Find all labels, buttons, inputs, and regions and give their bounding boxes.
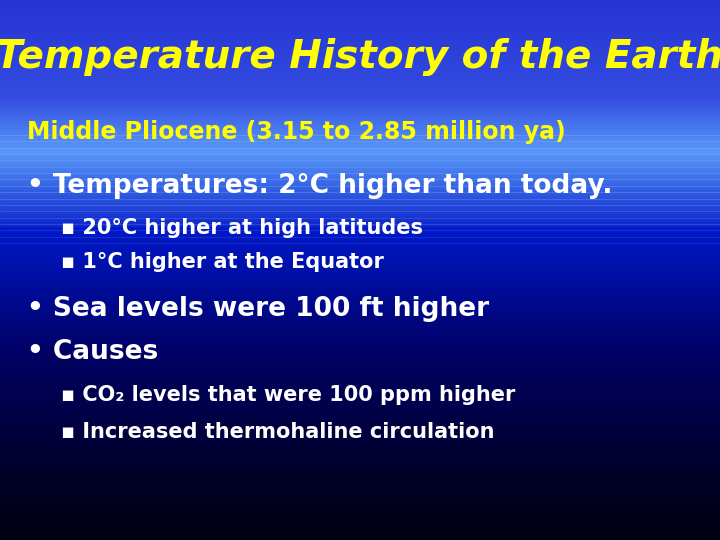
Text: Middle Pliocene (3.15 to 2.85 million ya): Middle Pliocene (3.15 to 2.85 million ya…	[27, 120, 566, 144]
Text: ▪ Increased thermohaline circulation: ▪ Increased thermohaline circulation	[61, 422, 495, 442]
Text: ▪ 1°C higher at the Equator: ▪ 1°C higher at the Equator	[61, 252, 384, 272]
Text: • Sea levels were 100 ft higher: • Sea levels were 100 ft higher	[27, 296, 490, 322]
Text: ▪ CO₂ levels that were 100 ppm higher: ▪ CO₂ levels that were 100 ppm higher	[61, 385, 516, 406]
Text: • Causes: • Causes	[27, 339, 158, 365]
Text: ▪ 20°C higher at high latitudes: ▪ 20°C higher at high latitudes	[61, 218, 423, 238]
Text: • Temperatures: 2°C higher than today.: • Temperatures: 2°C higher than today.	[27, 173, 613, 199]
Text: Temperature History of the Earth: Temperature History of the Earth	[0, 38, 720, 76]
